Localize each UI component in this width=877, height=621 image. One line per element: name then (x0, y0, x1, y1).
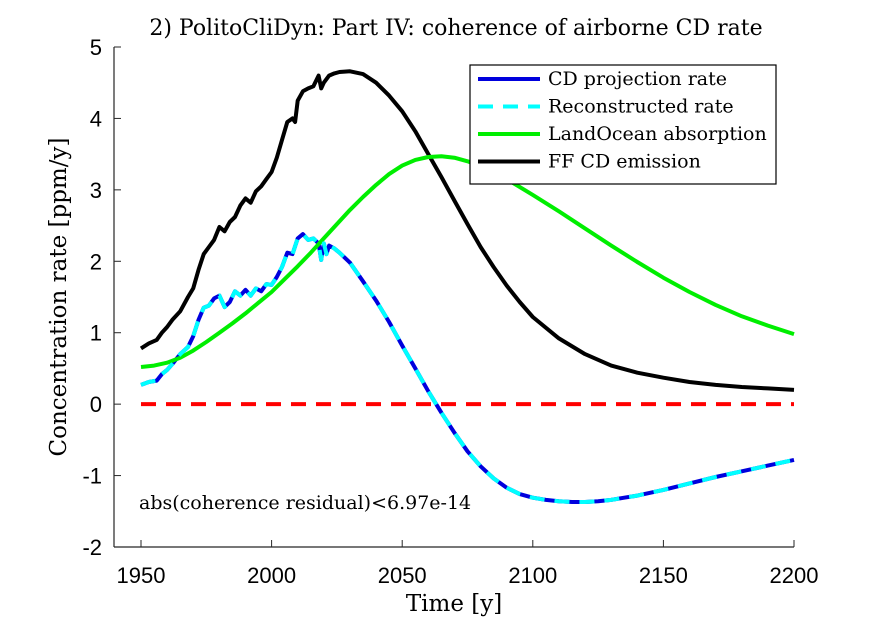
y-tick-label: 0 (90, 392, 102, 417)
y-tick-label: -1 (82, 464, 102, 489)
chart-title: 2) PolitoCliDyn: Part IV: coherence of a… (149, 16, 762, 41)
y-tick-label: 4 (90, 106, 102, 131)
annotation-text: abs(coherence residual)<6.97e-14 (139, 492, 471, 514)
x-tick-label: 1950 (117, 563, 166, 588)
y-tick-label: 1 (90, 321, 102, 346)
y-tick-label: 3 (90, 178, 102, 203)
y-tick-label: 5 (90, 35, 102, 60)
x-tick-label: 2050 (378, 563, 427, 588)
series-line-ff-cd-emission (139, 69, 795, 392)
x-tick-label: 2200 (770, 563, 819, 588)
legend: CD projection rate Reconstructed rate Land… (469, 64, 777, 185)
legend-label: FF CD emission (548, 151, 701, 173)
axes-layer: 1950 2000 2050 2100 2150 2200 -2 -1 0 1 2 3 4 5 (82, 35, 818, 588)
x-tick-label: 2100 (508, 563, 557, 588)
series-layer (139, 69, 795, 504)
y-tick-label: 2 (90, 249, 102, 274)
y-axis-label: Concentration rate [ppm/y] (46, 138, 72, 457)
series-line-reconstructed-rate (140, 232, 795, 504)
series-line-landocean-absorption (140, 154, 795, 369)
x-tick-label: 2000 (247, 563, 296, 588)
x-tick-label: 2150 (639, 563, 688, 588)
y-tick-label: -2 (82, 535, 102, 560)
x-axis-label: Time [y] (406, 591, 502, 617)
legend-label: CD projection rate (548, 68, 727, 90)
legend-box (469, 64, 777, 185)
legend-label: Reconstructed rate (548, 96, 734, 118)
legend-label: LandOcean absorption (548, 123, 767, 145)
